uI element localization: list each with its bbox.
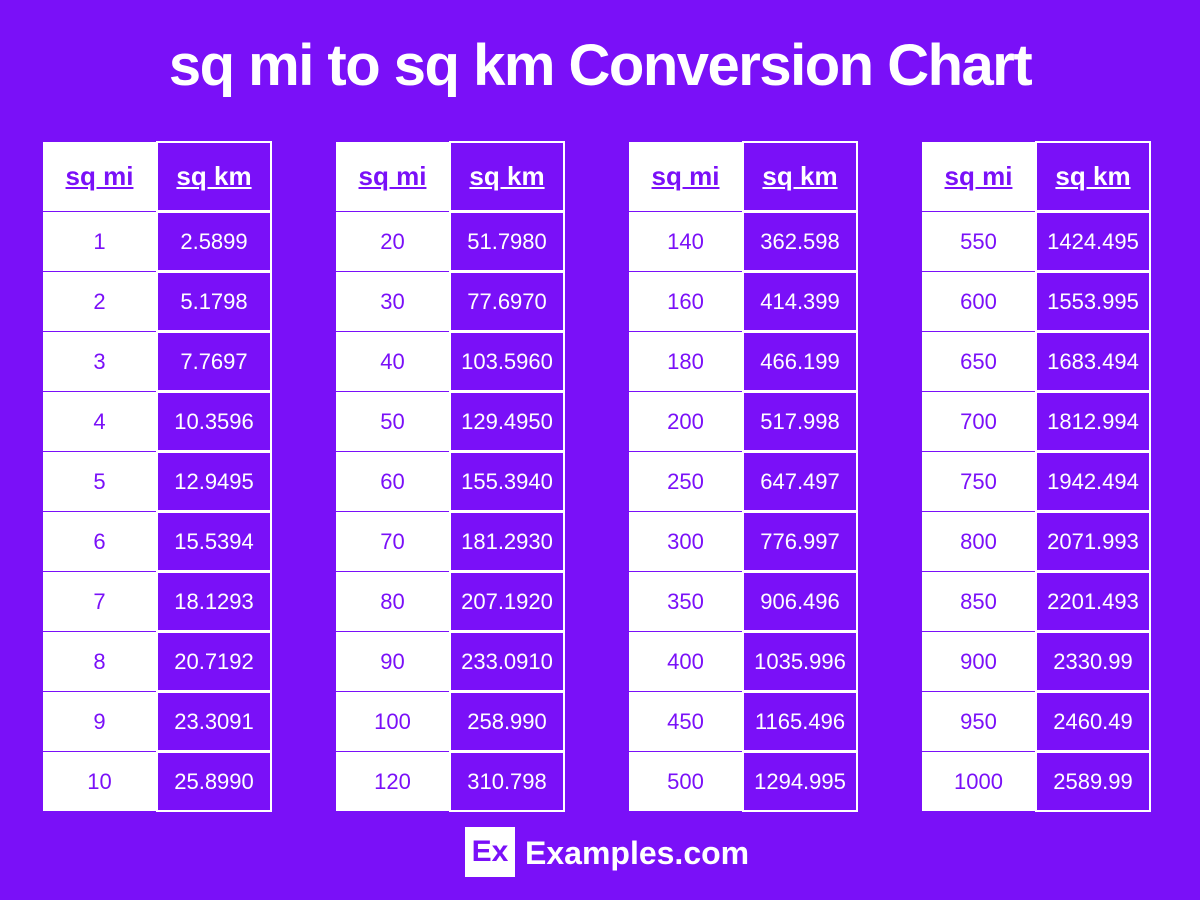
cell: 50 [335, 391, 449, 452]
cell: 517.998 [742, 391, 858, 452]
cell: 80 [335, 571, 449, 632]
cell: 776.997 [742, 511, 858, 572]
cell: 129.4950 [449, 391, 565, 452]
header-cell: sq km [742, 141, 858, 212]
cell: 5.1798 [156, 271, 272, 332]
cell: 250 [628, 451, 742, 512]
header-cell: sq km [449, 141, 565, 212]
cell: 850 [921, 571, 1035, 632]
cell: 258.990 [449, 691, 565, 752]
cell: 800 [921, 511, 1035, 572]
cell: 140 [628, 211, 742, 272]
cell: 7 [42, 571, 156, 632]
cell: 18.1293 [156, 571, 272, 632]
cell: 40 [335, 331, 449, 392]
cell: 20.7192 [156, 631, 272, 692]
cell: 1942.494 [1035, 451, 1151, 512]
cell: 9 [42, 691, 156, 752]
cell: 10.3596 [156, 391, 272, 452]
cell: 180 [628, 331, 742, 392]
cell: 2.5899 [156, 211, 272, 272]
cell: 5 [42, 451, 156, 512]
cell: 362.598 [742, 211, 858, 272]
cell: 906.496 [742, 571, 858, 632]
cell: 207.1920 [449, 571, 565, 632]
header-cell: sq km [1035, 141, 1151, 212]
cell: 300 [628, 511, 742, 572]
cell: 233.0910 [449, 631, 565, 692]
cell: 51.7980 [449, 211, 565, 272]
cell: 600 [921, 271, 1035, 332]
cell: 12.9495 [156, 451, 272, 512]
cell: 7.7697 [156, 331, 272, 392]
cell: 1 [42, 211, 156, 272]
cell: 2460.49 [1035, 691, 1151, 752]
cell: 1000 [921, 751, 1035, 812]
cell: 90 [335, 631, 449, 692]
cell: 120 [335, 751, 449, 812]
cell: 4 [42, 391, 156, 452]
cell: 6 [42, 511, 156, 572]
cell: 30 [335, 271, 449, 332]
cell: 2 [42, 271, 156, 332]
cell: 647.497 [742, 451, 858, 512]
cell: 2071.993 [1035, 511, 1151, 572]
cell: 155.3940 [449, 451, 565, 512]
cell: 950 [921, 691, 1035, 752]
cell: 1683.494 [1035, 331, 1151, 392]
cell: 8 [42, 631, 156, 692]
cell: 2330.99 [1035, 631, 1151, 692]
cell: 450 [628, 691, 742, 752]
cell: 200 [628, 391, 742, 452]
cell: 700 [921, 391, 1035, 452]
cell: 60 [335, 451, 449, 512]
header-cell: sq mi [921, 141, 1035, 212]
cell: 15.5394 [156, 511, 272, 572]
cell: 103.5960 [449, 331, 565, 392]
cell: 466.199 [742, 331, 858, 392]
cell: 1165.496 [742, 691, 858, 752]
cell: 500 [628, 751, 742, 812]
cell: 77.6970 [449, 271, 565, 332]
cell: 2589.99 [1035, 751, 1151, 812]
logo: Ex [465, 827, 515, 877]
cell: 2201.493 [1035, 571, 1151, 632]
cell: 20 [335, 211, 449, 272]
cell: 1812.994 [1035, 391, 1151, 452]
cell: 1294.995 [742, 751, 858, 812]
cell: 414.399 [742, 271, 858, 332]
cell: 750 [921, 451, 1035, 512]
cell: 181.2930 [449, 511, 565, 572]
cell: 310.798 [449, 751, 565, 812]
cell: 70 [335, 511, 449, 572]
cell: 1424.495 [1035, 211, 1151, 272]
cell: 650 [921, 331, 1035, 392]
header-cell: sq mi [628, 141, 742, 212]
cell: 350 [628, 571, 742, 632]
cell: 160 [628, 271, 742, 332]
header-cell: sq mi [335, 141, 449, 212]
header-cell: sq mi [42, 141, 156, 212]
cell: 100 [335, 691, 449, 752]
cell: 10 [42, 751, 156, 812]
cell: 1035.996 [742, 631, 858, 692]
cell: 550 [921, 211, 1035, 272]
cell: 900 [921, 631, 1035, 692]
cell: 23.3091 [156, 691, 272, 752]
title: sq mi to sq km Conversion Chart [168, 33, 1033, 98]
footer-text: Examples.com [525, 835, 750, 871]
cell: 25.8990 [156, 751, 272, 812]
cell: 1553.995 [1035, 271, 1151, 332]
cell: 400 [628, 631, 742, 692]
header-cell: sq km [156, 141, 272, 212]
cell: 3 [42, 331, 156, 392]
